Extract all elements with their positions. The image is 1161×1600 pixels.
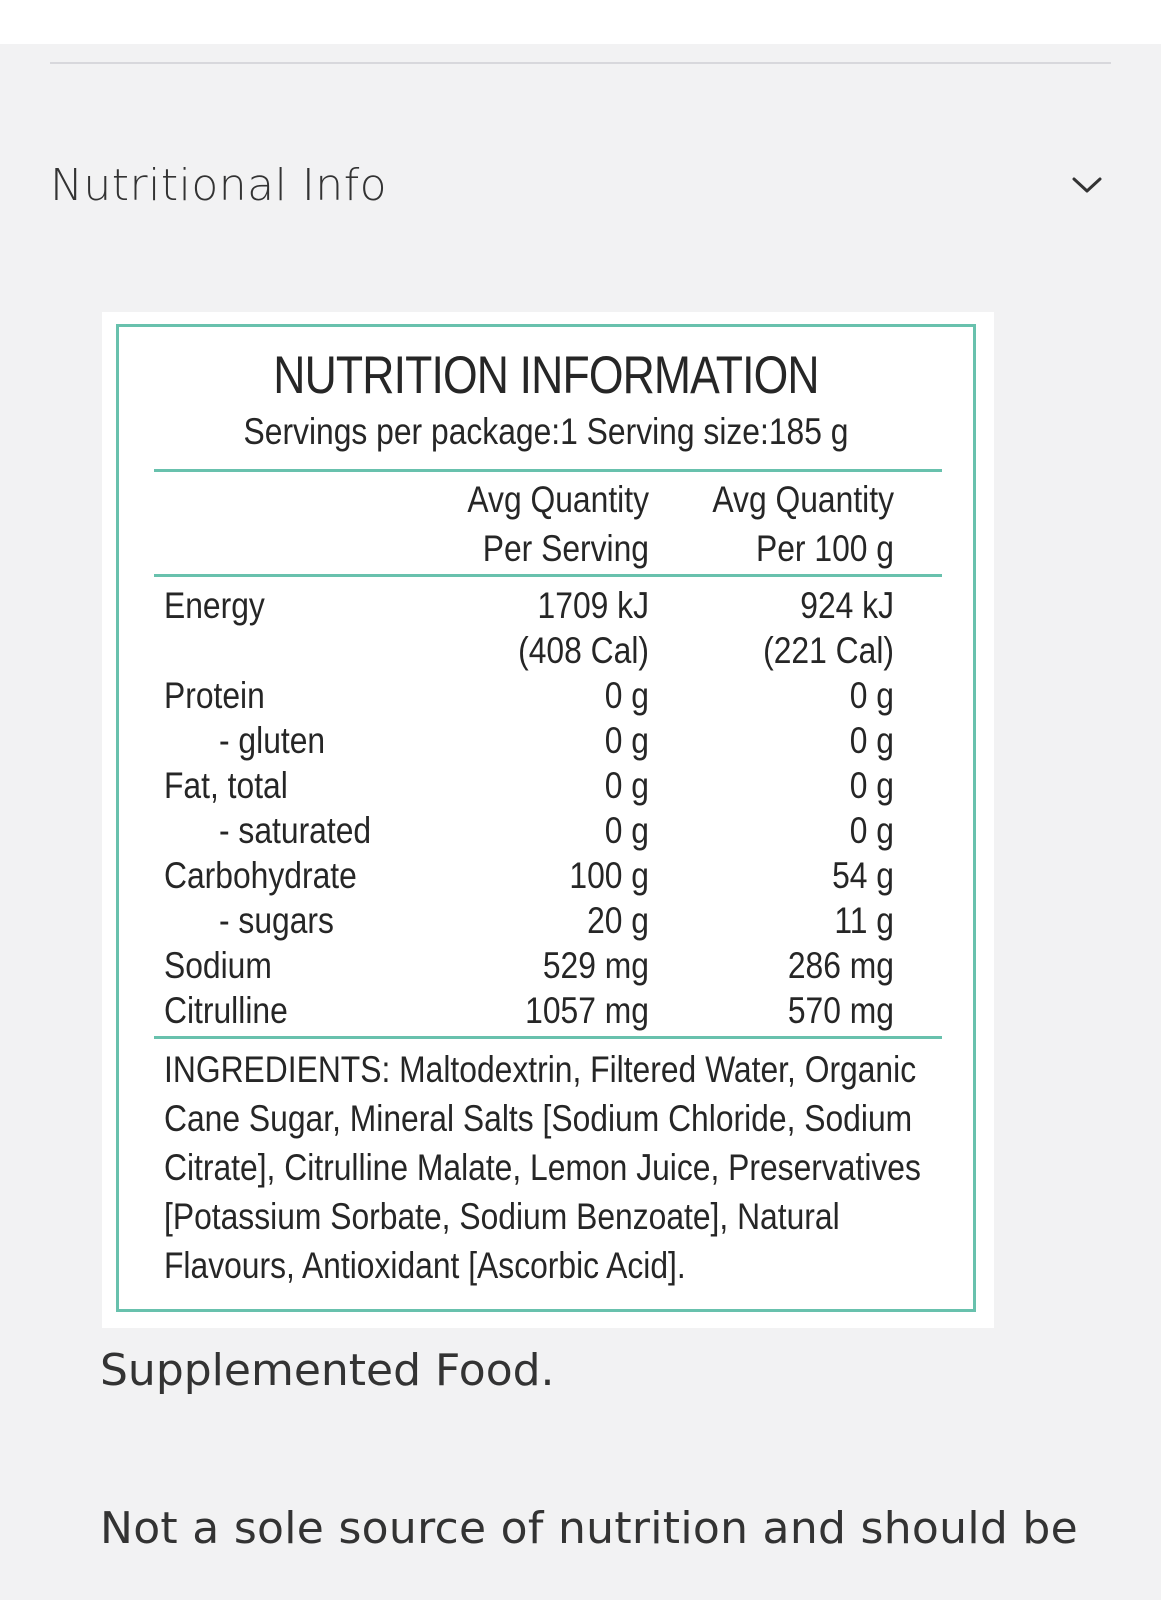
- nutrient-name: Sodium: [164, 945, 272, 986]
- per-100g-value: 11 g: [834, 900, 894, 941]
- nutrient-row: - saturated 0 g 0 g: [119, 808, 973, 853]
- chevron-down-icon[interactable]: [1067, 165, 1107, 205]
- per-100g-value: 0 g: [849, 765, 894, 806]
- nutrient-name: - gluten: [219, 720, 326, 761]
- label-rule: [154, 1036, 942, 1039]
- nutrient-row: - gluten 0 g 0 g: [119, 718, 973, 763]
- per-serving-value: 0 g: [604, 765, 649, 806]
- per-100g-value: 286 mg: [787, 945, 894, 986]
- nutrient-row: Carbohydrate 100 g 54 g: [119, 853, 973, 898]
- nutrient-name: Fat, total: [164, 765, 288, 806]
- nutrient-row: (408 Cal) (221 Cal): [119, 628, 973, 673]
- per-100g-value: 54 g: [832, 855, 894, 896]
- nutrient-row: Sodium 529 mg 286 mg: [119, 943, 973, 988]
- nutrient-name: Protein: [164, 675, 265, 716]
- per-serving-value: 100 g: [569, 855, 649, 896]
- per-serving-value: 1057 mg: [525, 990, 649, 1031]
- per-100g-value: 570 mg: [787, 990, 894, 1031]
- nutritional-info-accordion-header[interactable]: Nutritional Info: [50, 150, 1111, 220]
- nutrient-name: - saturated: [219, 810, 372, 851]
- label-title: NUTRITION INFORMATION: [273, 346, 819, 405]
- nutrient-row: Protein 0 g 0 g: [119, 673, 973, 718]
- nutrient-row: Citrulline 1057 mg 570 mg: [119, 988, 973, 1033]
- top-bar: [0, 0, 1161, 44]
- section-divider: [50, 62, 1111, 64]
- per-100g-value: 924 kJ: [800, 585, 894, 626]
- per-serving-value: 0 g: [604, 810, 649, 851]
- nutrition-panel: NUTRITION INFORMATION Servings per packa…: [116, 324, 976, 1312]
- per-serving-value: 0 g: [604, 675, 649, 716]
- column-header-per-serving: Avg Quantity Per Serving: [467, 479, 649, 569]
- supplemented-food-note: Supplemented Food.: [100, 1345, 555, 1396]
- nutrient-row: Fat, total 0 g 0 g: [119, 763, 973, 808]
- nutrient-name: Energy: [164, 585, 265, 626]
- nutrient-name: Carbohydrate: [164, 855, 357, 896]
- servings-info: Servings per package:1 Serving size:185 …: [243, 411, 849, 452]
- nutrient-name: Citrulline: [164, 990, 288, 1031]
- nutrient-row: - sugars 20 g 11 g: [119, 898, 973, 943]
- per-100g-value: 0 g: [849, 810, 894, 851]
- per-serving-value: 1709 kJ: [537, 585, 649, 626]
- sole-source-note: Not a sole source of nutrition and shoul…: [100, 1503, 1078, 1554]
- per-100g-value: 0 g: [849, 720, 894, 761]
- per-serving-value: 20 g: [587, 900, 649, 941]
- per-serving-value: (408 Cal): [518, 630, 649, 671]
- nutrient-name: - sugars: [219, 900, 334, 941]
- ingredients-text: INGREDIENTS: Maltodextrin, Filtered Wate…: [164, 1049, 921, 1286]
- column-header-per-100g: Avg Quantity Per 100 g: [712, 479, 894, 569]
- nutrition-label-image: NUTRITION INFORMATION Servings per packa…: [102, 312, 994, 1328]
- label-rule: [154, 574, 942, 577]
- nutrient-row: Energy 1709 kJ 924 kJ: [119, 583, 973, 628]
- per-100g-value: (221 Cal): [763, 630, 894, 671]
- per-serving-value: 0 g: [604, 720, 649, 761]
- section-title: Nutritional Info: [50, 159, 388, 211]
- per-100g-value: 0 g: [849, 675, 894, 716]
- label-rule: [154, 469, 942, 472]
- per-serving-value: 529 mg: [542, 945, 649, 986]
